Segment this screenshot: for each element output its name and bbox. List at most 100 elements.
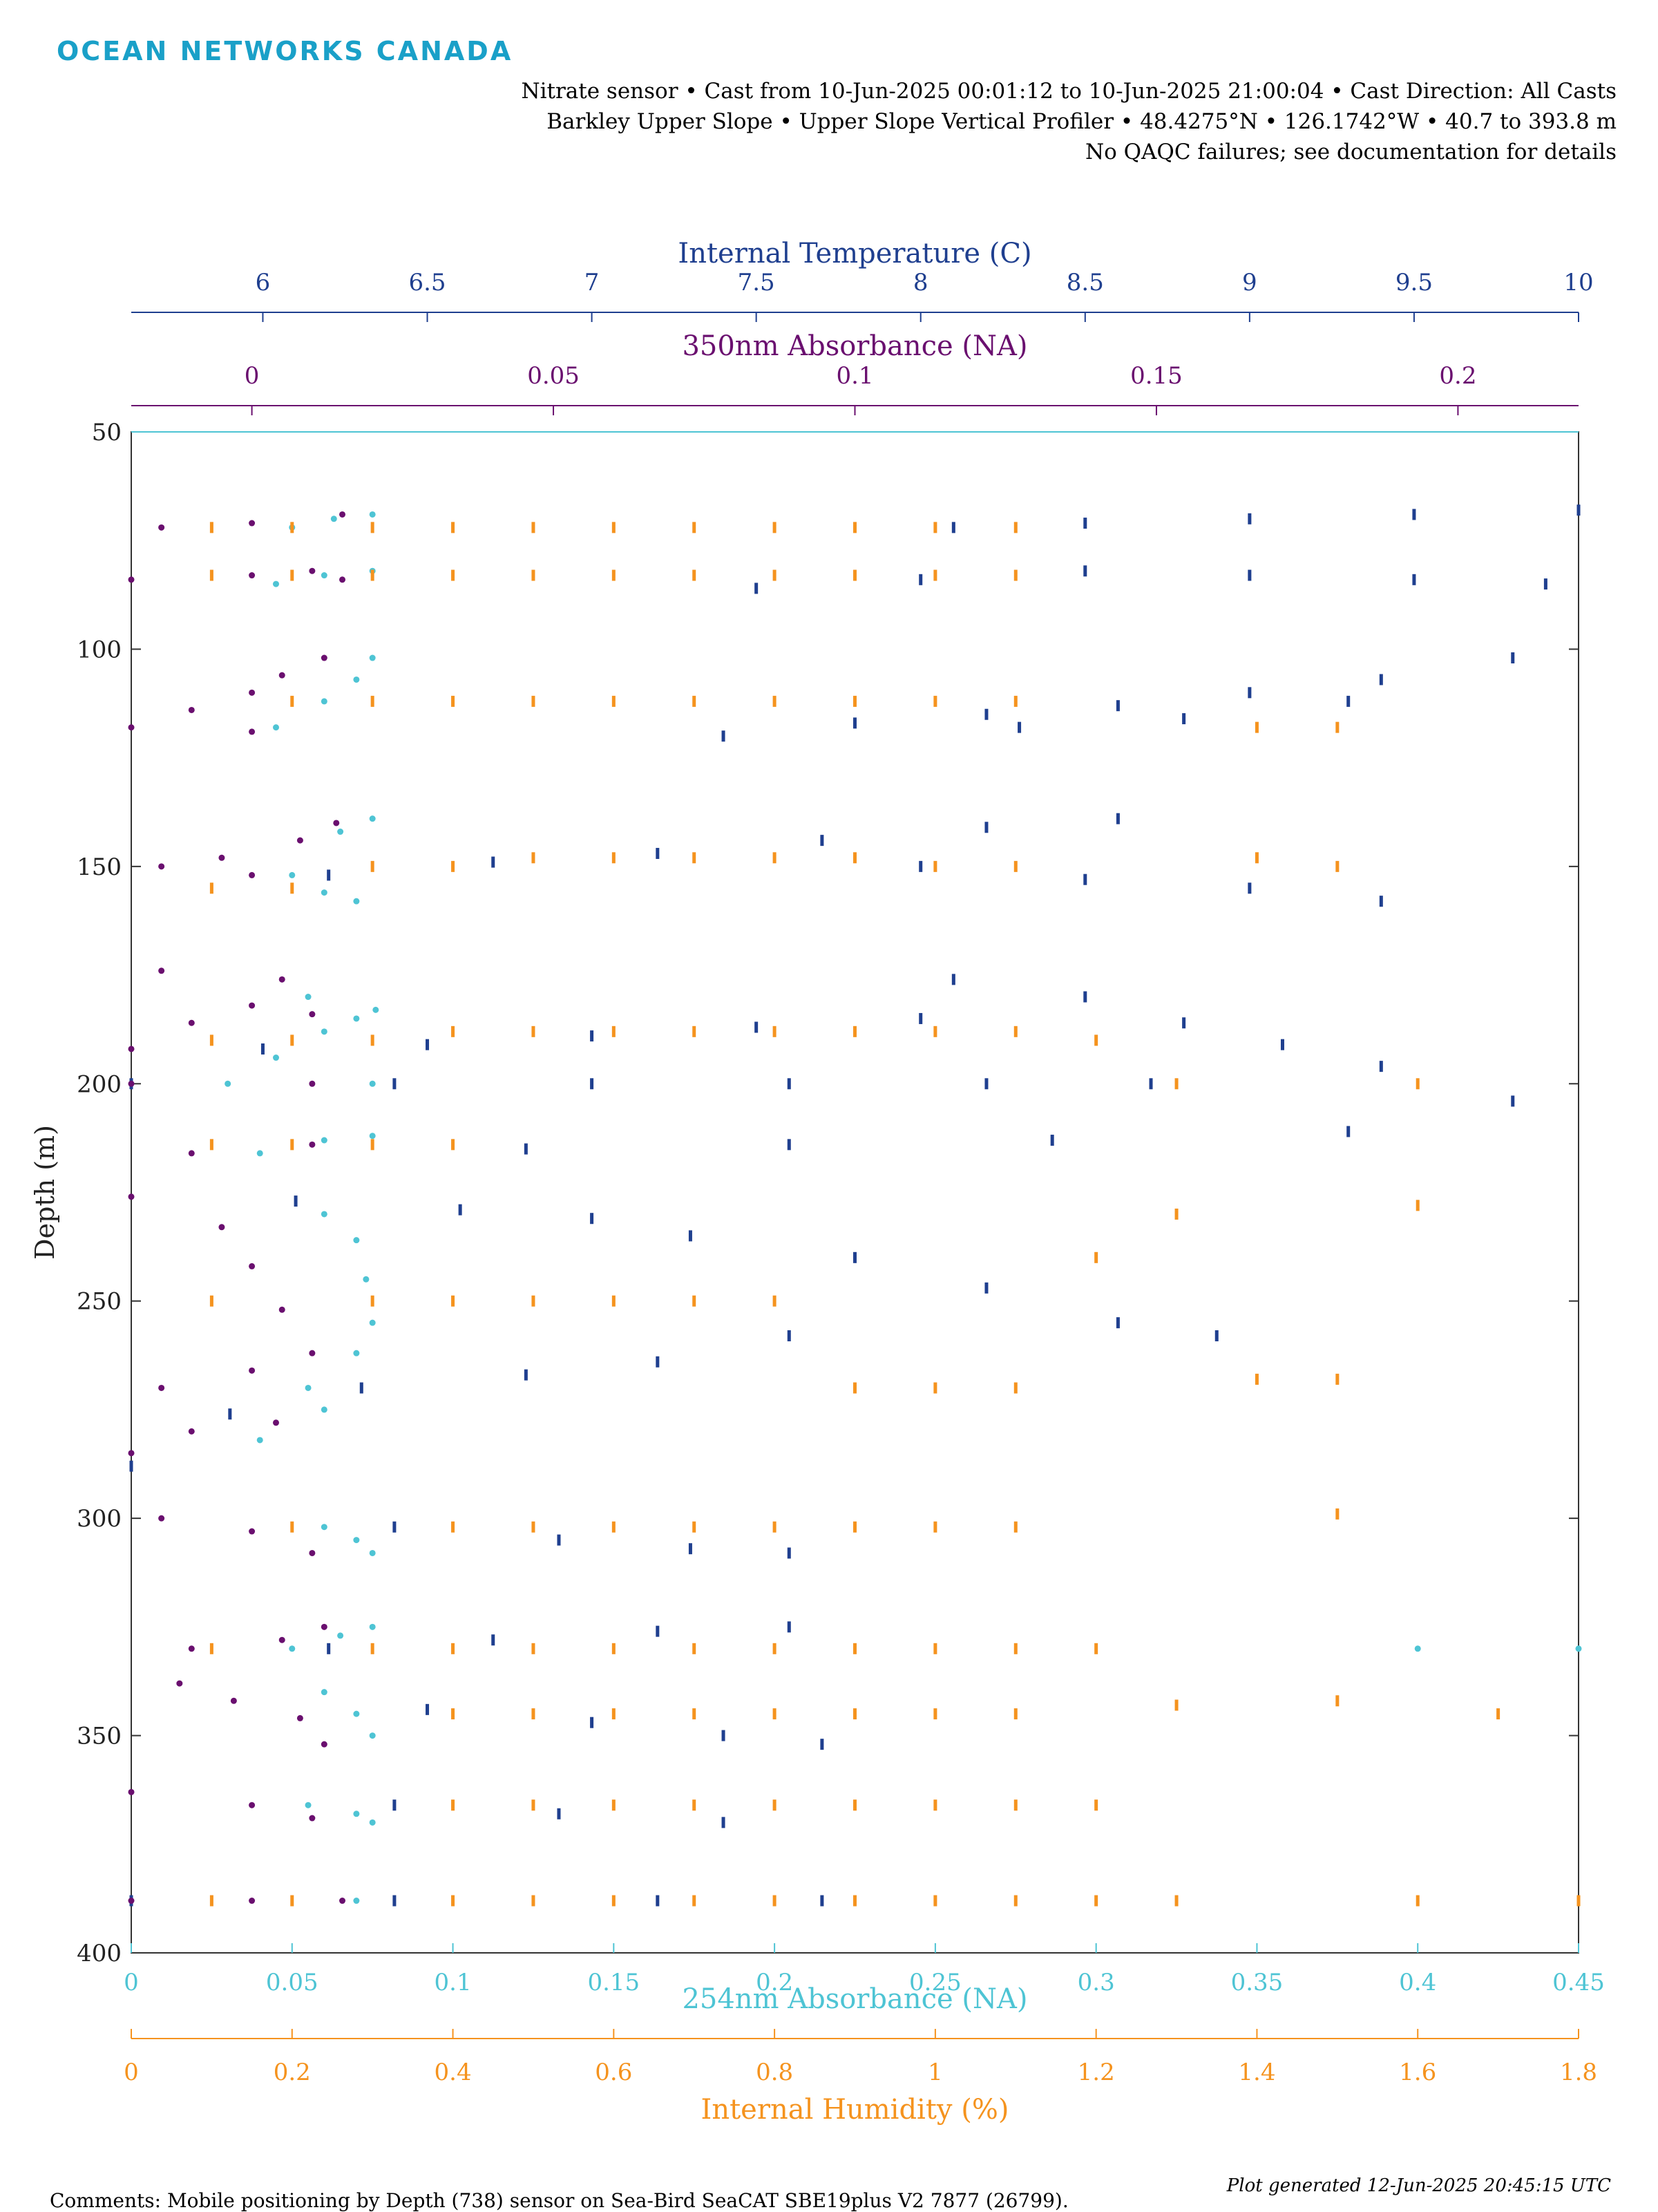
humidity-point [1335,721,1340,733]
temperature-point [1511,1095,1515,1107]
abs254-point [369,1623,376,1630]
humidity-point [611,852,616,864]
temperature-point [820,835,824,847]
temperature-axis-label: Internal Temperature (C) [678,238,1031,270]
temperature-point [1511,652,1515,664]
abs350-tick-label: 0 [245,362,260,390]
temperature-point [1116,813,1120,824]
temperature-point [984,1282,989,1294]
abs254-tick-label: 0.05 [266,1969,318,1996]
humidity-point [531,1643,535,1654]
humidity-point [1013,860,1018,872]
humidity-point [933,695,937,707]
humidity-point [209,569,213,581]
abs350-point [188,1645,195,1652]
abs254-point [369,511,376,518]
temperature-point [787,1078,791,1090]
humidity-point [933,522,937,533]
temperature-point [984,708,989,720]
abs254-point [225,1080,231,1087]
abs350-point [249,1263,256,1269]
abs254-tick-label: 0.1 [435,1969,472,1996]
temperature-point [359,1382,363,1394]
temperature-point [787,1621,791,1633]
depth-tick-label: 100 [77,636,122,663]
abs350-tick-label: 0.15 [1130,362,1183,390]
abs254-point [256,1150,263,1157]
abs350-point [309,1350,316,1356]
humidity-tick-label: 0.8 [756,2059,793,2086]
humidity-point [772,1643,776,1654]
humidity-point [290,569,294,581]
humidity-point [933,1708,937,1720]
humidity-point [1174,1208,1179,1220]
humidity-tick-label: 1.8 [1560,2059,1597,2086]
humidity-point [692,1895,696,1907]
temperature-point [1182,1017,1186,1029]
temperature-tick-label: 8.5 [1067,269,1104,296]
humidity-point [370,860,374,872]
humidity-point [531,1521,535,1533]
humidity-point [209,1034,213,1046]
humidity-point [933,1643,937,1654]
depth-tick-label: 300 [77,1505,122,1533]
depth-tick-label: 350 [77,1723,122,1750]
abs254-point [353,1898,360,1904]
temperature-point [392,1895,397,1907]
depth-tick-label: 50 [92,419,122,446]
temperature-tick-label: 6.5 [408,269,446,296]
depth-axis-label: Depth (m) [30,1125,60,1260]
abs350-point [278,976,285,983]
abs254-point [353,898,360,905]
humidity-axis-label: Internal Humidity (%) [701,2094,1009,2126]
temperature-point [260,1043,265,1055]
temperature-point [656,1356,660,1368]
abs254-point [369,1133,376,1140]
abs254-point [305,1384,312,1391]
abs254-point [321,889,327,896]
abs350-point [273,1419,279,1426]
humidity-point [933,1799,937,1811]
temperature-point [721,1730,725,1741]
humidity-point [1416,1078,1420,1090]
humidity-point [692,522,696,533]
humidity-point [1013,1895,1018,1907]
abs350-point [249,1898,256,1904]
humidity-tick-label: 0.4 [435,2059,472,2086]
abs254-tick-label: 0.15 [587,1969,640,1996]
abs350-point [278,672,285,679]
abs350-point [333,820,340,826]
temperature-point [688,1543,692,1555]
humidity-point [772,695,776,707]
humidity-point [853,522,857,533]
temperature-tick-label: 9.5 [1395,269,1433,296]
humidity-point [1416,1200,1420,1211]
abs350-point [309,1080,316,1087]
temperature-point [1576,504,1581,516]
temperature-point [1083,565,1087,577]
abs350-point [158,1384,165,1391]
temperature-point [688,1230,692,1242]
abs254-point [353,1015,360,1022]
humidity-point [933,1382,937,1394]
humidity-point [531,522,535,533]
humidity-point [290,1034,294,1046]
abs350-point [339,1898,346,1904]
humidity-point [611,1025,616,1037]
humidity-point [370,695,374,707]
temperature-point [1214,1330,1219,1342]
temperature-point [590,1030,594,1042]
humidity-point [1496,1708,1500,1720]
humidity-point [1335,1695,1340,1707]
temperature-point [392,1521,397,1533]
humidity-point [611,1799,616,1811]
abs350-point [309,1141,316,1148]
abs350-tick-label: 0.05 [527,362,580,390]
humidity-point [853,569,857,581]
humidity-point [531,1295,535,1307]
temperature-tick-label: 7 [584,269,600,296]
humidity-point [451,1139,455,1151]
humidity-point [370,569,374,581]
humidity-point [1094,1799,1098,1811]
humidity-point [290,695,294,707]
